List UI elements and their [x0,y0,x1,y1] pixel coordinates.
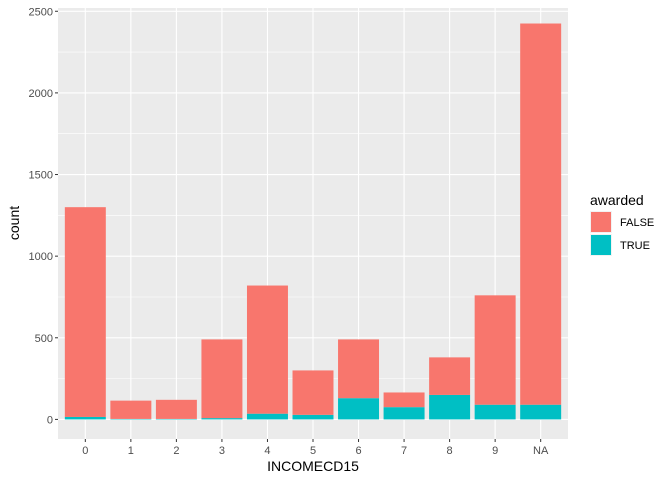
bar-true-3 [201,418,243,420]
y-tick-label: 0 [47,414,53,426]
x-tick-label: 5 [310,445,316,457]
y-tick-label: 2000 [29,88,53,100]
bar-false-9 [474,295,516,405]
x-tick-label: 2 [173,445,179,457]
bar-false-1 [110,400,152,419]
bar-false-0 [64,207,106,417]
x-axis-ticks: 0 1 2 3 4 5 6 7 8 9 NA [82,439,549,457]
bar-false-8 [429,357,471,395]
y-axis-ticks: 0 500 1000 1500 2000 2500 [29,6,58,426]
bar-false-7 [383,392,425,408]
bar-true-9 [474,404,516,420]
x-axis-title: INCOMECD15 [267,458,359,474]
x-tick-label: 8 [447,445,453,457]
x-tick-label: 3 [219,445,225,457]
bar-true-5 [292,414,334,420]
bar-true-0 [64,416,106,420]
y-axis-title: count [6,206,22,240]
bar-true-7 [383,407,425,420]
x-tick-label: 6 [355,445,361,457]
bar-true-8 [429,394,471,420]
legend-swatch-false [591,212,611,232]
legend-title: awarded [590,192,644,208]
y-tick-label: 1500 [29,170,53,182]
legend-label-true: TRUE [620,240,650,252]
bar-false-4 [246,285,288,414]
y-tick-label: 2500 [29,6,53,18]
bars [64,23,562,420]
bar-false-6 [338,339,380,399]
bar-true-6 [338,398,380,420]
bar-true-na [520,404,562,420]
x-tick-label: 4 [264,445,270,457]
bar-false-2 [155,399,197,419]
x-tick-label: 1 [128,445,134,457]
legend: awarded FALSE TRUE [590,192,654,256]
y-tick-label: 1000 [29,251,53,263]
bar-false-5 [292,370,334,415]
y-tick-label: 500 [35,333,53,345]
legend-label-false: FALSE [620,217,654,229]
x-tick-label: NA [533,445,549,457]
bar-false-na [520,23,562,405]
bar-false-3 [201,339,243,419]
x-tick-label: 9 [492,445,498,457]
legend-swatch-true [591,235,611,255]
bar-true-4 [246,413,288,420]
x-tick-label: 0 [82,445,88,457]
x-tick-label: 7 [401,445,407,457]
